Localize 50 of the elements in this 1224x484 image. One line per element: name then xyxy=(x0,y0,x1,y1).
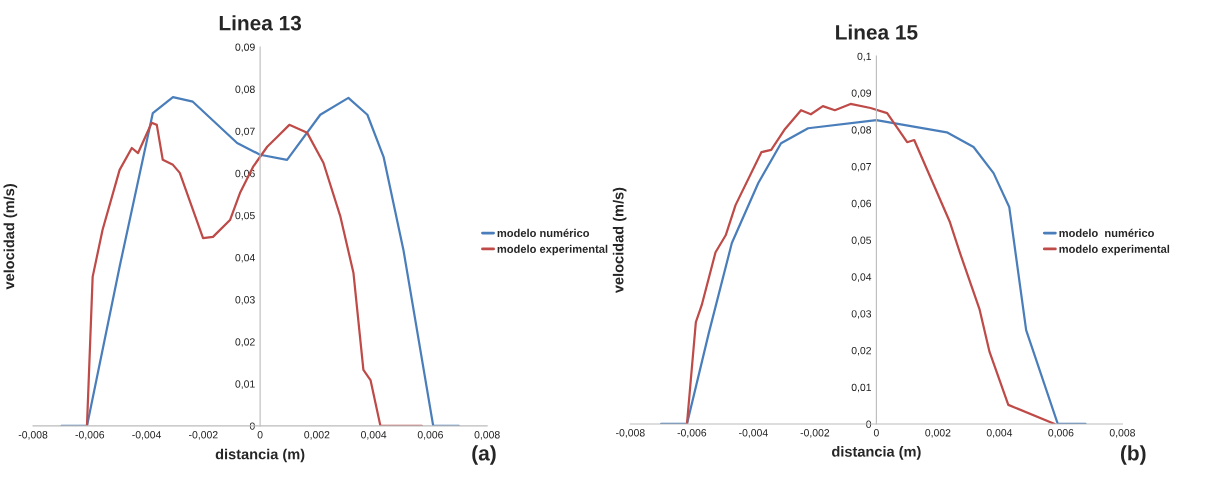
y-tick-label: 0,04 xyxy=(851,273,872,282)
x-tick-label: 0,006 xyxy=(417,431,443,440)
x-tick-label: 0,006 xyxy=(1048,429,1074,438)
chart-title: Linea 15 xyxy=(836,24,918,40)
y-tick-label: 0,05 xyxy=(235,211,255,221)
y-tick-label: 0,07 xyxy=(851,163,871,172)
y-tick-label: 0,1 xyxy=(857,52,872,62)
chart-title: Linea 13 xyxy=(219,15,302,31)
x-tick-label: 0,002 xyxy=(304,431,330,440)
legend-label: modelo numérico xyxy=(1059,228,1154,238)
y-tick-label: 0,08 xyxy=(235,85,255,95)
x-tick-label: 0,008 xyxy=(1109,429,1135,438)
y-axis-title: velocidad (m/s) xyxy=(612,187,627,294)
y-tick-label: 0,02 xyxy=(851,346,871,356)
x-tick-label: -0,008 xyxy=(616,429,645,438)
y-axis-title: velocidad (m/s) xyxy=(3,184,18,290)
y-tick-label: 0,01 xyxy=(851,383,872,393)
legend-label: modelo numérico xyxy=(497,228,590,238)
legend-label: modelo experimental xyxy=(497,244,608,256)
y-tick-label: 0,09 xyxy=(851,89,872,99)
y-tick-label: 0,05 xyxy=(851,236,872,246)
y-tick-label: 0 xyxy=(249,422,255,430)
y-tick-label: 0,07 xyxy=(235,127,255,137)
y-tick-label: 0,09 xyxy=(235,43,255,53)
y-tick-label: 0,03 xyxy=(235,296,255,305)
x-tick-label: -0,008 xyxy=(18,431,48,440)
text: (b) xyxy=(1121,445,1146,465)
y-tick-label: 0,04 xyxy=(235,253,255,263)
y-tick-label: 0 xyxy=(866,420,872,428)
x-axis-title: distancia (m) xyxy=(215,448,305,463)
x-tick-label: -0,004 xyxy=(739,429,768,438)
y-tick-label: 0,01 xyxy=(235,380,255,389)
x-tick-label: 0 xyxy=(257,431,263,439)
x-tick-label: -0,006 xyxy=(75,431,105,440)
x-tick-label: 0,004 xyxy=(986,429,1013,438)
y-tick-label: 0,03 xyxy=(851,310,872,319)
x-tick-label: 0,008 xyxy=(474,431,500,440)
x-tick-label: 0,004 xyxy=(361,431,387,440)
x-tick-label: 0,002 xyxy=(925,429,951,438)
x-tick-label: -0,002 xyxy=(800,429,830,438)
x-tick-label: -0,006 xyxy=(677,429,707,438)
x-tick-label: 0 xyxy=(873,429,879,437)
text: (a) xyxy=(472,445,496,465)
y-tick-label: 0,08 xyxy=(851,126,872,135)
x-tick-label: -0,004 xyxy=(132,431,162,440)
x-axis-title: distancia (m) xyxy=(832,446,921,460)
legend-label: modelo experimental xyxy=(1059,244,1170,256)
x-tick-label: -0,002 xyxy=(189,431,218,440)
y-tick-label: 0,02 xyxy=(235,338,255,347)
y-tick-label: 0,06 xyxy=(851,199,872,209)
